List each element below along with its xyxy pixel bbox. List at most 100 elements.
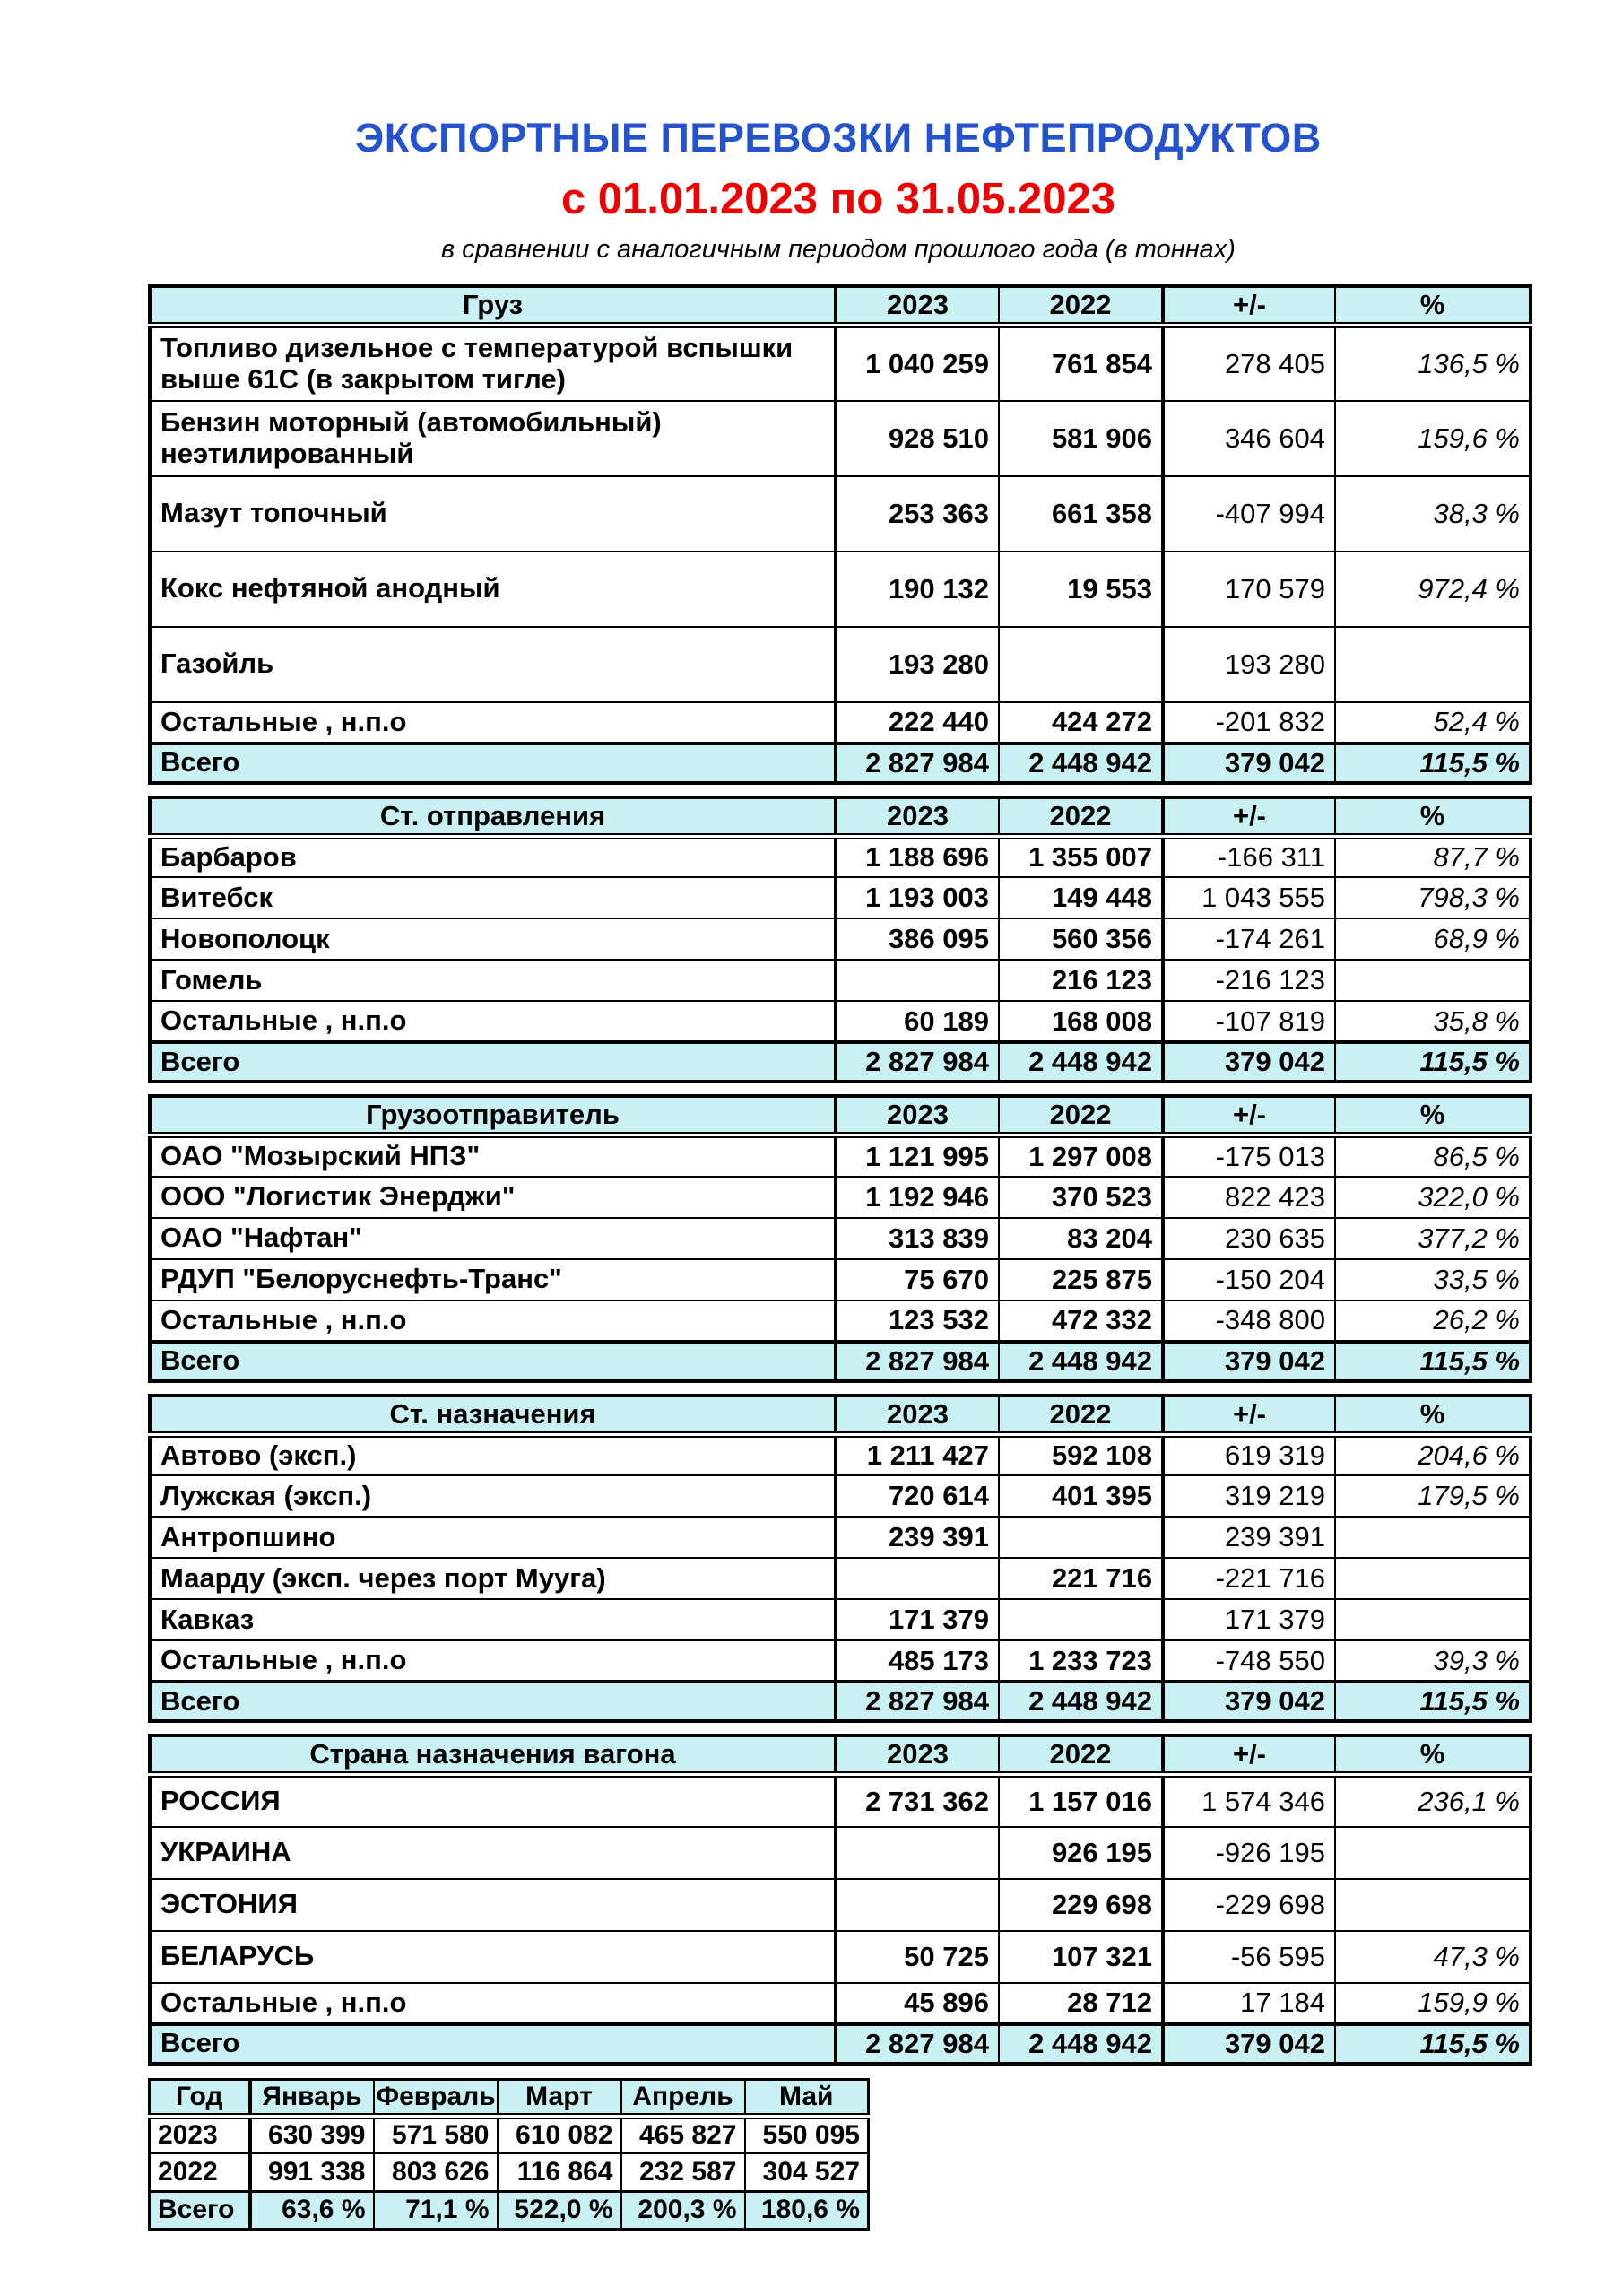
total-value-pct: 115,5 %	[1334, 741, 1531, 784]
table-row: Маарду (эксп. через порт Мууга) 221 716 -2…	[149, 1557, 1531, 1600]
row-label: ООО "Логистик Энерджи"	[149, 1175, 837, 1219]
col-header-: +/-	[1162, 1394, 1336, 1438]
value-2022: 83 204	[998, 1216, 1165, 1260]
row-label: РОССИЯ	[149, 1773, 837, 1828]
row-label: Бензин моторный (автомобильный) неэтилир…	[149, 399, 837, 477]
value-2023: 239 391	[835, 1516, 1000, 1559]
row-label: Маарду (эксп. через порт Мууга)	[149, 1557, 837, 1600]
value-2023	[835, 959, 1000, 1002]
month-value: 304 527	[743, 2152, 870, 2192]
col-header-: +/-	[1162, 796, 1336, 839]
value-pct: 236,1 %	[1334, 1773, 1531, 1828]
value-delta: -926 195	[1162, 1825, 1336, 1880]
value-pct: 798,3 %	[1334, 876, 1531, 919]
value-2022: 370 523	[998, 1175, 1165, 1219]
value-2023: 45 896	[835, 1981, 1000, 2025]
table-row: Газойль 193 280 193 280	[149, 625, 1531, 703]
table-row: Топливо дизельное с температурой вспышки…	[149, 324, 1531, 402]
value-2023	[835, 1825, 1000, 1880]
total-value-2023: 2 827 984	[835, 1680, 1000, 1722]
value-2022: 1 233 723	[998, 1639, 1165, 1683]
row-label: Остальные , н.п.о	[149, 1000, 837, 1043]
col-header-2023: 2023	[835, 796, 1000, 839]
row-label: ОАО "Нафтан"	[149, 1216, 837, 1260]
value-2023: 1 040 259	[835, 324, 1000, 402]
value-pct: 136,5 %	[1334, 324, 1531, 402]
total-label: Всего	[149, 741, 837, 784]
monthly-total-row: Всего 63,6 % 71,1 % 522,0 % 200,3 % 180,6 %	[148, 2189, 870, 2230]
col-header-2022: 2022	[998, 1394, 1165, 1438]
value-delta: -221 716	[1162, 1557, 1336, 1600]
value-2023: 1 188 696	[835, 835, 1000, 878]
monthly-total-value: 71,1 %	[372, 2189, 499, 2230]
monthly-col-header: Май	[743, 2078, 870, 2119]
row-label: Витебск	[149, 876, 837, 919]
value-delta: 278 405	[1162, 324, 1336, 402]
col-header-: +/-	[1162, 285, 1336, 328]
value-2023: 485 173	[835, 1639, 1000, 1683]
table-row: РДУП "Белоруснефть-Транс" 75 670 225 875 -1…	[149, 1257, 1531, 1301]
value-delta: 619 319	[1162, 1433, 1336, 1476]
table-header-row: Страна назначения вагона 2023 2022 +/-%	[149, 1735, 1531, 1778]
month-value: 610 082	[496, 2115, 622, 2154]
report-period: с 01.01.2023 по 31.05.2023	[560, 175, 1116, 223]
monthly-col-header: Февраль	[372, 2078, 499, 2119]
value-pct: 39,3 %	[1334, 1639, 1531, 1683]
table-header-row: Груз 2023 2022 +/-%	[149, 285, 1531, 328]
total-label: Всего	[149, 1040, 837, 1083]
value-2022: 19 553	[998, 550, 1165, 628]
total-value-2022: 2 448 942	[998, 1680, 1165, 1722]
table-title: Груз	[149, 285, 837, 328]
value-2022: 225 875	[998, 1257, 1165, 1301]
col-header-2023: 2023	[835, 1735, 1000, 1778]
table-header-row: Грузоотправитель 2023 2022 +/-%	[149, 1095, 1531, 1138]
row-label: ОАО "Мозырский НПЗ"	[149, 1134, 837, 1178]
monthly-col-header: Апрель	[620, 2078, 746, 2119]
value-2022: 221 716	[998, 1557, 1165, 1600]
total-value-2023: 2 827 984	[835, 1339, 1000, 1382]
value-pct: 68,9 %	[1334, 918, 1531, 961]
value-2023: 190 132	[835, 550, 1000, 628]
value-delta: -229 698	[1162, 1877, 1336, 1932]
year-label: 2023	[148, 2115, 252, 2154]
value-pct: 52,4 %	[1334, 700, 1531, 744]
value-2022: 1 297 008	[998, 1134, 1165, 1178]
table-row: ОАО "Мозырский НПЗ" 1 121 995 1 297 008 -17…	[149, 1134, 1531, 1178]
table-row: БЕЛАРУСЬ 50 725 107 321 -56 595 47,3 %	[149, 1929, 1531, 1984]
table-row: Кавказ 171 379 171 379	[149, 1598, 1531, 1641]
value-delta: 822 423	[1162, 1175, 1336, 1219]
total-value-delta: 379 042	[1162, 2022, 1336, 2065]
value-delta: 230 635	[1162, 1216, 1336, 1260]
value-pct: 204,6 %	[1334, 1433, 1531, 1476]
month-value: 630 399	[248, 2115, 375, 2154]
value-2023: 50 725	[835, 1929, 1000, 1984]
main-table-4: Страна назначения вагона 2023 2022 +/-% РОСС…	[148, 1734, 1532, 2066]
value-2022: 168 008	[998, 1000, 1165, 1043]
value-2022: 1 157 016	[998, 1773, 1165, 1828]
value-delta: 346 604	[1162, 399, 1336, 477]
month-value: 571 580	[372, 2115, 499, 2154]
total-label: Всего	[149, 1339, 837, 1382]
total-value-delta: 379 042	[1162, 1040, 1336, 1083]
value-pct: 35,8 %	[1334, 1000, 1531, 1043]
col-header-2022: 2022	[998, 796, 1165, 839]
col-header-2023: 2023	[835, 1394, 1000, 1438]
total-value-2022: 2 448 942	[998, 1040, 1165, 1083]
main-table-2: Грузоотправитель 2023 2022 +/-% ОАО "Мозырск…	[148, 1094, 1532, 1383]
monthly-col-header: Март	[496, 2078, 622, 2119]
value-2022: 149 448	[998, 876, 1165, 919]
value-pct	[1334, 1598, 1531, 1641]
total-value-delta: 379 042	[1162, 1339, 1336, 1382]
row-label: Кавказ	[149, 1598, 837, 1641]
value-2023: 171 379	[835, 1598, 1000, 1641]
row-label: Остальные , н.п.о	[149, 1639, 837, 1683]
table-row: ООО "Логистик Энерджи" 1 192 946 370 523 82…	[149, 1175, 1531, 1219]
value-delta: -174 261	[1162, 918, 1336, 961]
monthly-total-label: Всего	[148, 2189, 252, 2230]
value-delta: 239 391	[1162, 1516, 1336, 1559]
row-label: Остальные , н.п.о	[149, 1981, 837, 2025]
col-header-: %	[1334, 1735, 1531, 1778]
value-2022	[998, 1516, 1165, 1559]
table-row: Лужская (эксп.) 720 614 401 395 319 219 179,…	[149, 1474, 1531, 1518]
table-title: Страна назначения вагона	[149, 1735, 837, 1778]
